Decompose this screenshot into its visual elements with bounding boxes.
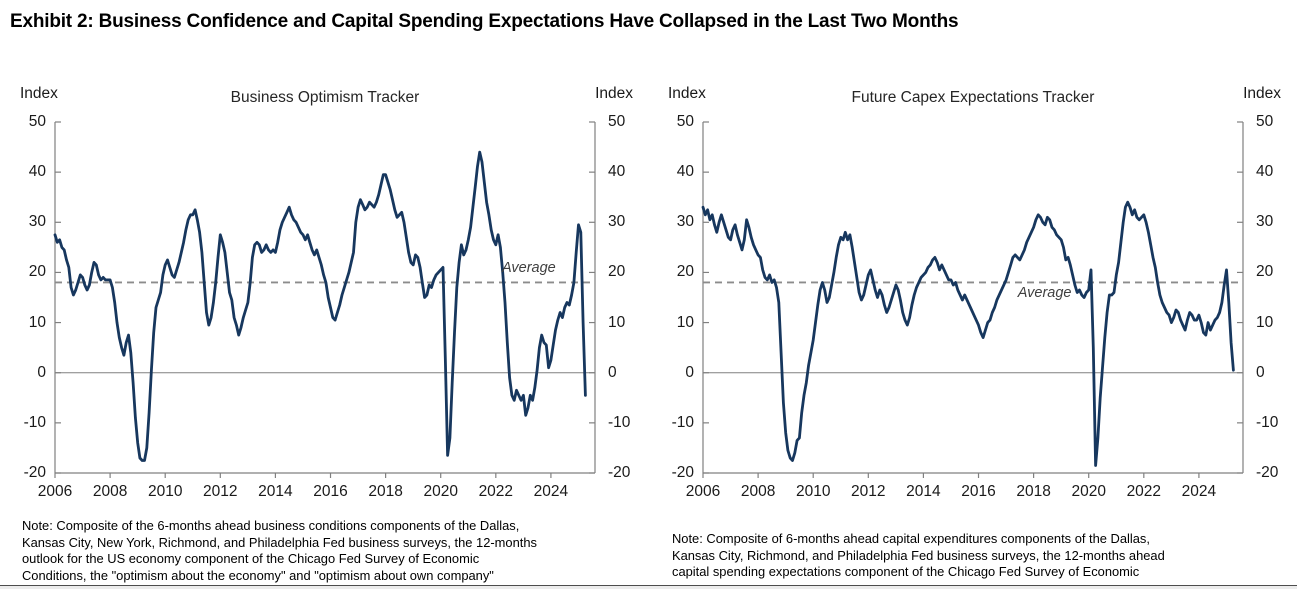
chart-title: Business Optimism Tracker bbox=[230, 89, 420, 106]
y-tick-label: 0 bbox=[1256, 363, 1265, 381]
x-tick-label: 2010 bbox=[147, 483, 183, 500]
y-tick-label: 40 bbox=[1256, 163, 1274, 181]
chart-panel-0: Index Business Optimism Tracker Index 50… bbox=[0, 75, 649, 545]
x-tick-label: 2022 bbox=[478, 483, 514, 500]
x-tick-label: 2008 bbox=[740, 483, 776, 500]
note-left: Note: Composite of the 6-months ahead bu… bbox=[22, 518, 537, 584]
cropped-bottom-edge bbox=[0, 585, 1297, 589]
y-tick-label: 30 bbox=[28, 213, 46, 231]
y-tick-label: 30 bbox=[608, 213, 626, 231]
x-tick-label: 2018 bbox=[368, 483, 403, 500]
y-tick-label: 40 bbox=[608, 163, 626, 181]
y-tick-label: 50 bbox=[608, 113, 626, 130]
y-tick-label: 20 bbox=[676, 263, 694, 281]
y-axis-unit-label-right: Index bbox=[1243, 85, 1281, 102]
y-tick-label: 40 bbox=[676, 163, 694, 181]
note-line: Conditions, the "optimism about the econ… bbox=[22, 567, 494, 583]
y-tick-label: 20 bbox=[28, 263, 46, 281]
note-line: Kansas City, New York, Richmond, and Phi… bbox=[22, 534, 537, 550]
series-line-future-capex bbox=[701, 200, 1235, 467]
y-axis-unit-label-left: Index bbox=[20, 85, 58, 102]
x-tick-label: 2024 bbox=[533, 483, 569, 500]
y-tick-label: 50 bbox=[28, 113, 46, 130]
x-tick-label: 2006 bbox=[37, 483, 73, 500]
y-tick-label: -10 bbox=[671, 413, 694, 431]
note-line: Note: Composite of the 6-months ahead bu… bbox=[22, 518, 520, 533]
y-tick-label: 30 bbox=[1256, 213, 1274, 231]
average-label: Average bbox=[502, 260, 556, 277]
note-right: Note: Composite of 6-months ahead capita… bbox=[672, 531, 1165, 581]
y-tick-label: 30 bbox=[676, 213, 694, 231]
x-tick-label: 2024 bbox=[1181, 483, 1217, 500]
y-axis-unit-label-right: Index bbox=[595, 85, 633, 102]
chart-panel-1: Index Future Capex Expectations Tracker … bbox=[648, 75, 1297, 545]
x-tick-label: 2008 bbox=[92, 483, 128, 500]
series-line-business-optimism bbox=[53, 150, 587, 462]
x-tick-label: 2022 bbox=[1126, 483, 1162, 500]
y-tick-label: 10 bbox=[1256, 313, 1274, 331]
y-tick-label: -20 bbox=[608, 464, 631, 481]
y-tick-label: 10 bbox=[676, 313, 694, 331]
y-tick-label: -10 bbox=[23, 413, 46, 431]
x-tick-label: 2016 bbox=[961, 483, 996, 500]
y-tick-label: -20 bbox=[23, 464, 46, 481]
x-tick-label: 2012 bbox=[851, 483, 886, 500]
page-title: Exhibit 2: Business Confidence and Capit… bbox=[10, 11, 959, 32]
x-tick-label: 2020 bbox=[423, 483, 458, 500]
y-tick-label: 20 bbox=[1256, 263, 1274, 281]
x-tick-label: 2014 bbox=[258, 483, 293, 500]
y-tick-label: -10 bbox=[608, 413, 631, 431]
average-label: Average bbox=[1017, 285, 1072, 302]
x-tick-label: 2018 bbox=[1016, 483, 1051, 500]
y-tick-label: -20 bbox=[671, 464, 694, 481]
x-tick-label: 2010 bbox=[795, 483, 831, 500]
note-line: outlook for the US economy component of … bbox=[22, 551, 480, 567]
x-tick-label: 2006 bbox=[685, 483, 721, 500]
x-tick-label: 2020 bbox=[1071, 483, 1106, 500]
note-line: capital spending expectations component … bbox=[672, 564, 1140, 580]
line-chart-business-optimism bbox=[53, 121, 596, 478]
x-tick-label: 2016 bbox=[313, 483, 348, 500]
note-line: Note: Composite of 6-months ahead capita… bbox=[672, 531, 1150, 546]
y-tick-label: 50 bbox=[676, 113, 694, 130]
y-tick-label: -10 bbox=[1256, 413, 1279, 431]
note-line: Kansas City, Richmond, and Philadelphia … bbox=[672, 547, 1165, 563]
y-tick-label: 50 bbox=[1256, 113, 1274, 130]
y-tick-label: -20 bbox=[1256, 464, 1279, 481]
x-tick-label: 2012 bbox=[203, 483, 238, 500]
y-tick-label: 0 bbox=[608, 363, 617, 381]
x-tick-label: 2014 bbox=[906, 483, 941, 500]
y-axis-unit-label-left: Index bbox=[668, 85, 706, 102]
y-tick-label: 0 bbox=[37, 363, 46, 381]
y-tick-label: 10 bbox=[608, 313, 626, 331]
y-tick-label: 40 bbox=[28, 163, 46, 181]
y-tick-label: 10 bbox=[28, 313, 46, 331]
y-tick-label: 20 bbox=[608, 263, 626, 281]
y-tick-label: 0 bbox=[685, 363, 694, 381]
chart-title: Future Capex Expectations Tracker bbox=[851, 89, 1095, 106]
line-chart-future-capex bbox=[701, 121, 1244, 478]
